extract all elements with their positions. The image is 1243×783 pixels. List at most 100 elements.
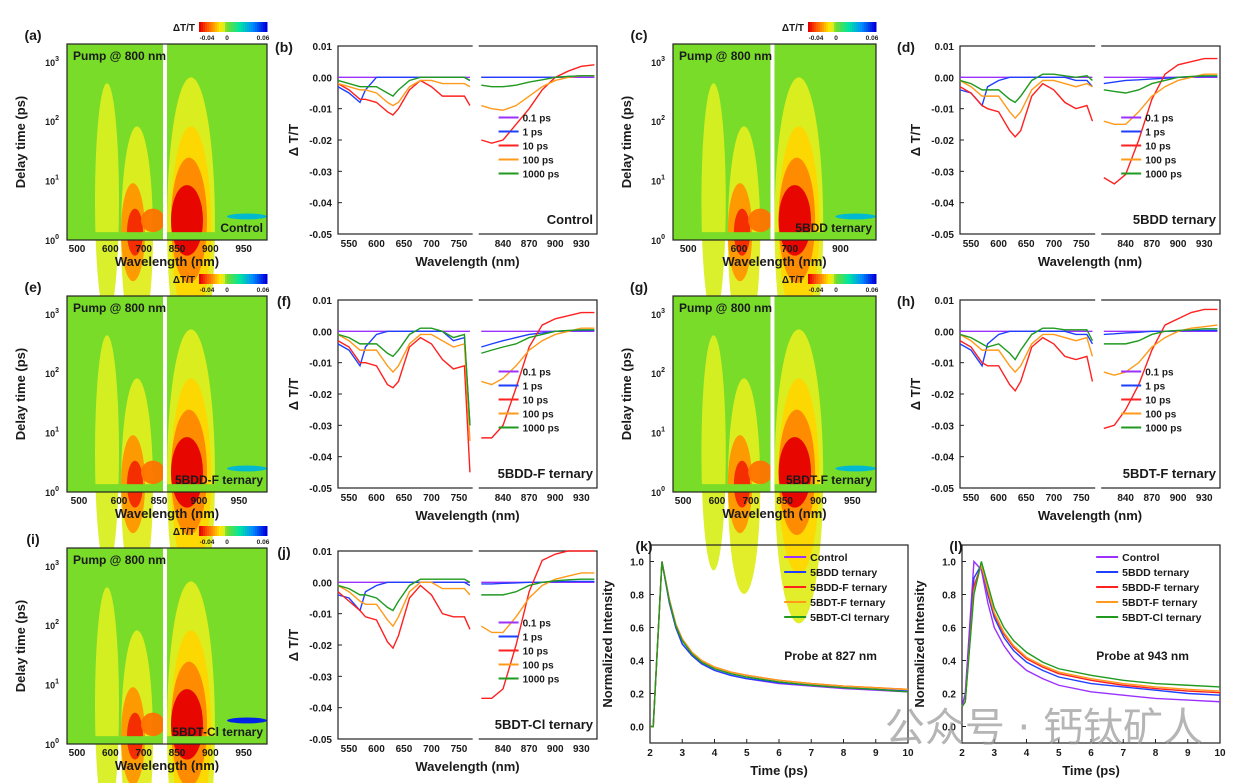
colorbar-segment bbox=[237, 22, 240, 32]
colorbar-segment bbox=[259, 22, 262, 32]
colorbar-segment bbox=[245, 22, 248, 32]
plot-frame bbox=[66, 295, 268, 493]
y-tick-label: -0.02 bbox=[309, 641, 332, 652]
plot-frame bbox=[66, 547, 268, 745]
colorbar-segment bbox=[856, 274, 859, 284]
colorbar-segment bbox=[231, 526, 234, 536]
series-line-10ps bbox=[959, 336, 1094, 393]
y-tick-label: 0.0 bbox=[942, 723, 956, 734]
colorbar-segment bbox=[251, 274, 254, 284]
y-tick-label: 100 bbox=[45, 738, 59, 750]
colorbar-segment bbox=[816, 274, 819, 284]
plot-frame bbox=[672, 43, 877, 241]
colorbar-segment bbox=[824, 274, 827, 284]
x-tick-label: 7 bbox=[808, 748, 814, 759]
legend-entry: 0.1 ps bbox=[523, 113, 552, 124]
x-tick-label: 840 bbox=[495, 239, 512, 250]
x-tick-label: 600 bbox=[709, 496, 726, 507]
series-line-1000ps bbox=[481, 578, 595, 596]
x-tick-label: 850 bbox=[169, 244, 186, 255]
series-line-10ps bbox=[1103, 308, 1218, 430]
colorbar-segment bbox=[237, 274, 240, 284]
y-tick-label: -0.01 bbox=[309, 359, 332, 370]
colorbar-segment bbox=[868, 274, 871, 284]
colorbar-segment bbox=[213, 274, 216, 284]
x-axis-label: Wavelength (nm) bbox=[115, 254, 219, 269]
heatmap-panel-e: Pump @ 800 nm 5BDD-F ternary (e) 100 101 102 1… bbox=[13, 279, 268, 624]
y-tick-label: 0.01 bbox=[935, 296, 955, 307]
y-tick-label: 0.00 bbox=[313, 578, 333, 589]
legend-entry: 100 ps bbox=[1145, 155, 1177, 166]
positive-feature bbox=[227, 465, 267, 472]
colorbar-segment bbox=[263, 22, 266, 32]
positive-feature bbox=[227, 717, 267, 724]
legend-entry: Control bbox=[1122, 552, 1159, 564]
colorbar-segment bbox=[840, 274, 843, 284]
x-tick-label: 930 bbox=[573, 744, 590, 755]
axis-break-gap bbox=[770, 296, 775, 492]
colorbar-i: ΔT/T -0.04 0 0.06 bbox=[173, 526, 270, 546]
colorbar-segment bbox=[844, 274, 847, 284]
y-tick-label: 0.0 bbox=[630, 723, 644, 734]
plot-frame bbox=[337, 45, 598, 235]
positive-feature bbox=[227, 213, 267, 220]
panel-label: (d) bbox=[897, 39, 915, 55]
colorbar-segment bbox=[239, 274, 242, 284]
x-tick-label: 900 bbox=[202, 244, 219, 255]
colorbar-segment bbox=[812, 274, 815, 284]
plot-frame bbox=[959, 45, 1221, 235]
colorbar-segment bbox=[860, 274, 863, 284]
colorbar-tick: -0.04 bbox=[200, 287, 215, 294]
colorbar-segment bbox=[834, 274, 837, 284]
colorbar-segment bbox=[241, 22, 244, 32]
colorbar-segment bbox=[243, 526, 246, 536]
legend-entry: Control bbox=[810, 552, 847, 564]
x-tick-label: 6 bbox=[776, 748, 782, 759]
colorbar-segment bbox=[257, 274, 260, 284]
colorbar-segment bbox=[211, 274, 214, 284]
colorbar-segment bbox=[808, 274, 811, 284]
x-tick-label: 900 bbox=[810, 496, 827, 507]
y-tick-label: -0.05 bbox=[309, 484, 332, 495]
x-tick-label: 870 bbox=[521, 239, 538, 250]
colorbar-segment bbox=[227, 22, 230, 32]
colorbar-segment bbox=[247, 274, 250, 284]
y-tick-label: -0.01 bbox=[309, 105, 332, 116]
x-tick-label: 500 bbox=[71, 496, 88, 507]
x-tick-label: 600 bbox=[731, 244, 748, 255]
x-tick-label: 870 bbox=[521, 493, 538, 504]
colorbar-segment bbox=[223, 274, 226, 284]
colorbar-segment bbox=[241, 526, 244, 536]
x-tick-label: 600 bbox=[102, 244, 119, 255]
colorbar-segment bbox=[874, 22, 877, 32]
y-tick-label: -0.03 bbox=[309, 167, 332, 178]
colorbar-segment bbox=[838, 274, 841, 284]
colorbar-segment bbox=[203, 22, 206, 32]
colorbar-segment bbox=[842, 274, 845, 284]
colorbar-segment bbox=[816, 22, 819, 32]
colorbar-segment bbox=[219, 526, 222, 536]
colorbar-segment bbox=[872, 274, 875, 284]
colorbar-segment bbox=[243, 22, 246, 32]
x-tick-label: 4 bbox=[1024, 748, 1030, 759]
colorbar-segment bbox=[820, 274, 823, 284]
legend-entry: 1000 ps bbox=[1145, 423, 1182, 434]
x-tick-label: 2 bbox=[959, 748, 965, 759]
series-line-100ps bbox=[959, 79, 1093, 120]
x-tick-label: 650 bbox=[1018, 239, 1035, 250]
x-tick-label: 500 bbox=[69, 244, 86, 255]
y-tick-label: -0.02 bbox=[931, 136, 954, 147]
x-tick-label: 700 bbox=[742, 496, 759, 507]
colorbar-segment bbox=[217, 526, 220, 536]
x-tick-label: 600 bbox=[111, 496, 128, 507]
y-tick-label: 0.4 bbox=[942, 657, 956, 668]
x-tick-label: 550 bbox=[341, 239, 358, 250]
x-tick-label: 950 bbox=[844, 496, 861, 507]
x-tick-label: 870 bbox=[1144, 239, 1161, 250]
colorbar-segment bbox=[261, 274, 264, 284]
colorbar-segment bbox=[830, 274, 833, 284]
colorbar-segment bbox=[846, 274, 849, 284]
legend-entry: 5BDT-F ternary bbox=[1122, 597, 1197, 609]
panel-label: (h) bbox=[897, 293, 915, 309]
colorbar-segment bbox=[227, 274, 230, 284]
